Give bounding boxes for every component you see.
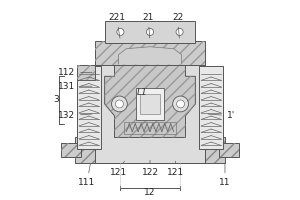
Text: 121: 121	[167, 161, 184, 177]
Text: 22: 22	[172, 13, 183, 38]
Text: 122: 122	[142, 160, 158, 177]
Circle shape	[116, 100, 123, 108]
Bar	[61, 143, 81, 157]
Circle shape	[177, 100, 184, 108]
Bar	[105, 21, 195, 43]
Text: 21: 21	[142, 13, 154, 38]
Text: 11: 11	[219, 163, 231, 187]
Bar	[77, 65, 95, 80]
Circle shape	[146, 28, 154, 36]
Bar	[219, 143, 239, 157]
Text: 12: 12	[144, 188, 156, 197]
Text: L1: L1	[137, 88, 148, 97]
Bar	[77, 66, 101, 149]
Bar	[77, 65, 95, 80]
Bar	[75, 137, 225, 163]
Text: 112: 112	[58, 68, 92, 77]
Text: 132: 132	[58, 111, 92, 120]
Bar	[219, 143, 239, 157]
Text: 1': 1'	[208, 111, 235, 120]
Text: 3: 3	[53, 96, 59, 104]
Bar	[61, 143, 81, 157]
Polygon shape	[118, 47, 182, 64]
Bar	[95, 61, 205, 163]
Polygon shape	[105, 64, 195, 137]
Bar	[124, 122, 176, 134]
Text: 121: 121	[110, 161, 127, 177]
Circle shape	[173, 96, 188, 112]
Bar	[75, 137, 225, 163]
Text: 111: 111	[78, 164, 95, 187]
Bar	[199, 66, 223, 149]
Circle shape	[176, 28, 183, 36]
Circle shape	[117, 28, 124, 36]
Bar	[95, 41, 205, 64]
Circle shape	[112, 96, 127, 112]
Bar	[95, 41, 205, 64]
Bar	[140, 94, 160, 114]
Text: 221: 221	[108, 13, 125, 38]
Text: 131: 131	[58, 82, 92, 91]
Bar	[136, 88, 164, 120]
